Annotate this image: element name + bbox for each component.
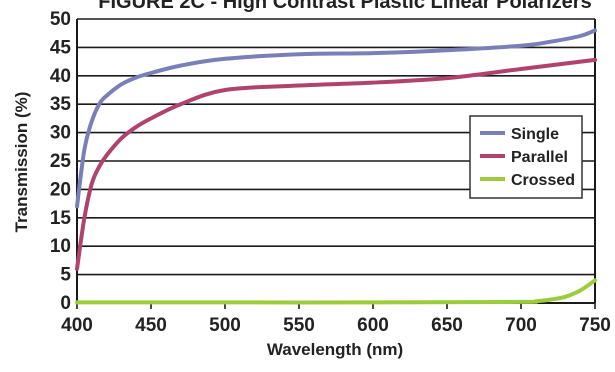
- y-tick-label: 40: [50, 66, 71, 87]
- y-tick-label: 0: [60, 293, 71, 314]
- x-tick-label: 650: [431, 315, 463, 336]
- y-tick-label: 5: [60, 265, 71, 286]
- series-line-crossed: [75, 278, 597, 305]
- x-tick-label: 500: [209, 315, 241, 336]
- series-line-single: [75, 28, 597, 209]
- x-tick-label: 550: [283, 315, 315, 336]
- y-tick-label: 25: [50, 151, 72, 172]
- x-axis-title: Wavelength (nm): [267, 340, 403, 359]
- y-tick-label: 50: [50, 9, 71, 30]
- x-tick-label: 450: [135, 315, 167, 336]
- chart-title: FIGURE 2C - High Contrast Plastic Linear…: [98, 0, 591, 13]
- x-tick-label: 700: [505, 315, 537, 336]
- y-tick-label: 10: [50, 236, 71, 257]
- legend-label-single: Single: [511, 126, 559, 143]
- legend-label-crossed: Crossed: [511, 172, 575, 189]
- x-tick-label: 750: [579, 315, 611, 336]
- x-tick-label: 600: [357, 315, 389, 336]
- y-axis-title: Transmission (%): [12, 92, 31, 233]
- series-line-parallel: [75, 57, 597, 271]
- x-tick-label: 400: [61, 315, 93, 336]
- y-tick-label: 15: [50, 208, 72, 229]
- y-tick-label: 30: [50, 123, 71, 144]
- legend: Single Parallel Crossed: [469, 115, 583, 199]
- y-tick-label: 35: [50, 94, 72, 115]
- y-tick-label: 45: [50, 37, 72, 58]
- series-lines: [75, 28, 597, 305]
- tick-labels: 0 5 10 15 20 25 30 35 40 45 50 400 450 500 550 600 650 70…: [50, 9, 611, 336]
- legend-label-parallel: Parallel: [511, 149, 568, 166]
- y-tick-label: 20: [50, 179, 71, 200]
